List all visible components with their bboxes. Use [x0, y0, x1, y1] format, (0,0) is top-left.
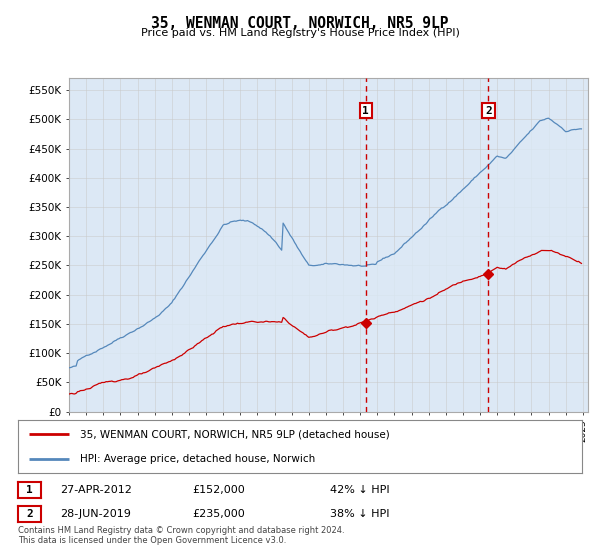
Text: Contains HM Land Registry data © Crown copyright and database right 2024.
This d: Contains HM Land Registry data © Crown c… — [18, 526, 344, 545]
Text: 28-JUN-2019: 28-JUN-2019 — [60, 509, 131, 519]
Text: Price paid vs. HM Land Registry's House Price Index (HPI): Price paid vs. HM Land Registry's House … — [140, 28, 460, 38]
Text: 2: 2 — [26, 509, 33, 519]
Text: 1: 1 — [26, 485, 33, 495]
Text: 38% ↓ HPI: 38% ↓ HPI — [330, 509, 389, 519]
Text: 42% ↓ HPI: 42% ↓ HPI — [330, 485, 389, 495]
Text: HPI: Average price, detached house, Norwich: HPI: Average price, detached house, Norw… — [80, 454, 315, 464]
Text: £235,000: £235,000 — [192, 509, 245, 519]
Text: 27-APR-2012: 27-APR-2012 — [60, 485, 132, 495]
Text: 35, WENMAN COURT, NORWICH, NR5 9LP (detached house): 35, WENMAN COURT, NORWICH, NR5 9LP (deta… — [80, 430, 390, 440]
Text: £152,000: £152,000 — [192, 485, 245, 495]
Text: 2: 2 — [485, 105, 492, 115]
Text: 1: 1 — [362, 105, 369, 115]
Text: 35, WENMAN COURT, NORWICH, NR5 9LP: 35, WENMAN COURT, NORWICH, NR5 9LP — [151, 16, 449, 31]
